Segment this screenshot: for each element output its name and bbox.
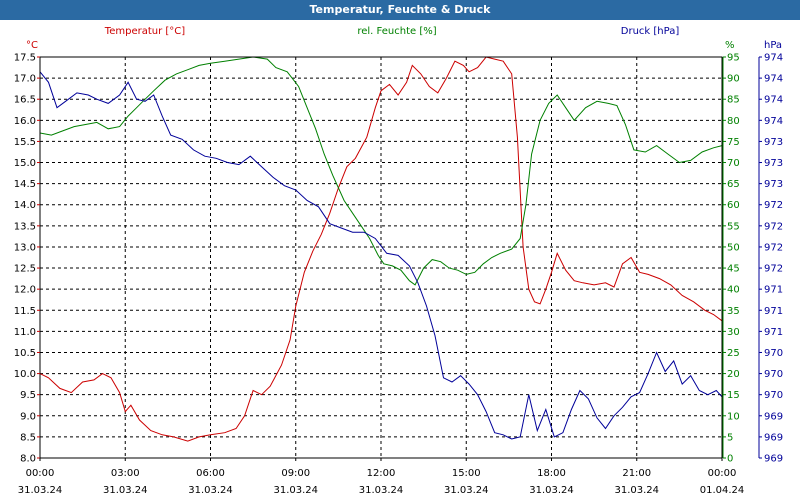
humidity-tick-label: 50 [727, 242, 740, 253]
pressure-tick-label: 970 [764, 369, 783, 380]
time-tick-label: 18:00 [537, 468, 566, 479]
temperature-axis-title: Temperatur [°C] [104, 26, 185, 37]
time-tick-label: 06:00 [196, 468, 225, 479]
axis-header-labels: °C Temperatur [°C] rel. Feuchte [%] % Dr… [26, 26, 782, 51]
date-tick-label: 31.03.24 [188, 485, 233, 496]
humidity-tick-label: 15 [727, 390, 740, 401]
humidity-tick-label: 0 [727, 454, 733, 465]
temperature-tick-label: 8.5 [20, 432, 36, 443]
temperature-tick-label: 10.5 [14, 348, 36, 359]
temperature-unit-label: °C [26, 40, 38, 51]
humidity-tick-label: 30 [727, 327, 740, 338]
temperature-series-line [39, 56, 723, 442]
date-tick-label: 31.03.24 [359, 485, 404, 496]
pressure-series-line [39, 71, 723, 440]
pressure-tick-label: 974 [764, 116, 783, 127]
temperature-tick-label: 15.0 [14, 158, 36, 169]
temperature-tick-label: 14.0 [14, 200, 36, 211]
temperature-tick-label: 9.0 [20, 411, 36, 422]
pressure-tick-label: 969 [764, 454, 783, 465]
humidity-tick-label: 25 [727, 348, 740, 359]
humidity-tick-label: 75 [727, 137, 740, 148]
temperature-tick-label: 13.0 [14, 242, 36, 253]
humidity-tick-label: 20 [727, 369, 740, 380]
temperature-tick-label: 13.5 [14, 221, 36, 232]
date-tick-label: 31.03.24 [614, 485, 659, 496]
temperature-tick-label: 8.0 [20, 454, 36, 465]
temperature-tick-label: 15.5 [14, 137, 36, 148]
pressure-tick-label: 974 [764, 74, 783, 85]
chart-title-bar: Temperatur, Feuchte & Druck [0, 0, 800, 20]
time-tick-label: 21:00 [622, 468, 651, 479]
time-tick-label: 00:00 [708, 468, 737, 479]
humidity-series-line [39, 56, 723, 286]
date-tick-label: 31.03.24 [273, 485, 318, 496]
humidity-tick-label: 85 [727, 95, 740, 106]
pressure-tick-label: 970 [764, 348, 783, 359]
date-tick-label: 31.03.24 [103, 485, 148, 496]
temperature-tick-label: 16.5 [14, 95, 36, 106]
humidity-tick-label: 65 [727, 179, 740, 190]
pressure-axis: 969 969 969 970 970 970 971 971 971 972 972 972 972 9… [758, 53, 783, 465]
pressure-tick-label: 972 [764, 221, 783, 232]
pressure-tick-label: 970 [764, 390, 783, 401]
pressure-tick-label: 973 [764, 158, 783, 169]
temperature-tick-label: 16.0 [14, 116, 36, 127]
pressure-tick-label: 969 [764, 411, 783, 422]
pressure-tick-label: 972 [764, 200, 783, 211]
humidity-axis: 0 5 10 15 20 25 30 35 40 45 50 55 60 65 70 75 80 85 90 95 [722, 53, 740, 465]
temperature-tick-label: 11.0 [14, 327, 36, 338]
pressure-unit-label: hPa [764, 40, 782, 51]
time-tick-label: 12:00 [367, 468, 396, 479]
humidity-tick-label: 80 [727, 116, 740, 127]
pressure-tick-label: 969 [764, 432, 783, 443]
humidity-unit-label: % [725, 40, 735, 51]
humidity-tick-label: 5 [727, 432, 733, 443]
temperature-tick-label: 17.5 [14, 53, 36, 64]
humidity-tick-label: 90 [727, 74, 740, 85]
temperature-tick-label: 9.5 [20, 390, 36, 401]
pressure-tick-label: 972 [764, 264, 783, 275]
humidity-tick-label: 45 [727, 264, 740, 275]
pressure-tick-label: 974 [764, 95, 783, 106]
temperature-tick-label: 17.0 [14, 74, 36, 85]
humidity-tick-label: 70 [727, 158, 740, 169]
weather-chart: 8.0 8.5 9.0 9.5 10.0 10.5 11.0 11.5 12.0 12.5 13.0… [14, 26, 783, 496]
pressure-tick-label: 973 [764, 137, 783, 148]
humidity-axis-title: rel. Feuchte [%] [357, 26, 436, 37]
date-tick-label: 31.03.24 [18, 485, 63, 496]
time-tick-label: 03:00 [111, 468, 140, 479]
date-tick-label: 31.03.24 [444, 485, 489, 496]
humidity-tick-label: 10 [727, 411, 740, 422]
humidity-tick-label: 60 [727, 200, 740, 211]
humidity-tick-label: 95 [727, 53, 740, 64]
temperature-axis: 8.0 8.5 9.0 9.5 10.0 10.5 11.0 11.5 12.0 12.5 13.0… [14, 53, 40, 465]
temperature-tick-label: 12.5 [14, 264, 36, 275]
humidity-tick-label: 40 [727, 285, 740, 296]
pressure-tick-label: 972 [764, 242, 783, 253]
time-tick-label: 15:00 [452, 468, 481, 479]
pressure-tick-label: 971 [764, 306, 783, 317]
temperature-tick-label: 10.0 [14, 369, 36, 380]
grid [39, 56, 723, 459]
humidity-tick-label: 55 [727, 221, 740, 232]
time-axis: 00:00 31.03.24 03:00 31.03.24 06:00 31.03.24 0… [18, 458, 745, 496]
pressure-tick-label: 971 [764, 285, 783, 296]
humidity-tick-label: 35 [727, 306, 740, 317]
pressure-tick-label: 974 [764, 53, 783, 64]
temperature-tick-label: 11.5 [14, 306, 36, 317]
series-lines [39, 56, 723, 442]
pressure-tick-label: 971 [764, 327, 783, 338]
date-tick-label: 31.03.24 [529, 485, 574, 496]
pressure-tick-label: 973 [764, 179, 783, 190]
temperature-tick-label: 14.5 [14, 179, 36, 190]
temperature-tick-label: 12.0 [14, 285, 36, 296]
time-tick-label: 00:00 [26, 468, 55, 479]
time-tick-label: 09:00 [281, 468, 310, 479]
date-tick-label: 01.04.24 [700, 485, 745, 496]
pressure-axis-title: Druck [hPa] [621, 26, 680, 37]
